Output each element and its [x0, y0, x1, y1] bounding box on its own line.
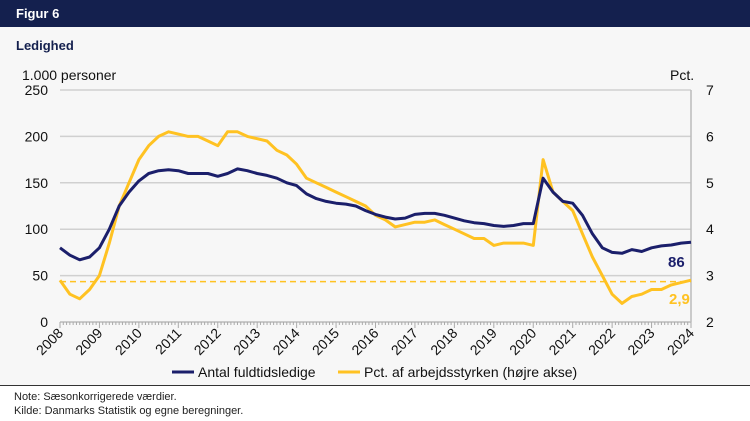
x-tick-label: 2022 — [585, 325, 618, 358]
y2-tick-label: 7 — [706, 82, 714, 98]
end-label-count: 86 — [668, 254, 685, 271]
legend-label-pct: Pct. af arbejdsstyrken (højre akse) — [364, 364, 577, 380]
y2-tick-label: 4 — [706, 221, 714, 237]
end-label-pct: 2,9 — [669, 291, 690, 308]
x-tick-label: 2013 — [230, 325, 263, 358]
y2-tick-label: 2 — [706, 314, 714, 330]
y-axis-label: 1.000 personer — [22, 67, 117, 83]
y2-axis-label: Pct. — [670, 67, 694, 83]
x-tick-label: 2016 — [348, 325, 381, 358]
y-tick-label: 100 — [25, 221, 49, 237]
y-tick-label: 150 — [25, 175, 49, 191]
source-text: Kilde: Danmarks Statistik og egne beregn… — [14, 405, 244, 417]
x-tick-label: 2021 — [545, 325, 578, 358]
x-tick-label: 2018 — [427, 325, 460, 358]
x-tick-label: 2024 — [664, 325, 697, 358]
note-text: Note: Sæsonkorrigerede værdier. — [14, 391, 177, 403]
series-line-pct — [58, 130, 692, 305]
x-tick-label: 2012 — [191, 325, 224, 358]
y-tick-label: 50 — [32, 268, 48, 284]
x-tick-label: 2019 — [467, 325, 500, 358]
x-tick-label: 2011 — [152, 325, 185, 358]
x-tick-label: 2017 — [388, 325, 421, 358]
x-tick-label: 2014 — [269, 325, 302, 358]
x-tick-label: 2009 — [72, 325, 105, 358]
x-tick-label: 2010 — [112, 325, 145, 358]
x-tick-label: 2020 — [506, 325, 539, 358]
y2-tick-label: 3 — [706, 268, 714, 284]
legend-label-count: Antal fuldtidsledige — [198, 364, 316, 380]
y-tick-label: 0 — [40, 314, 48, 330]
y-tick-label: 200 — [25, 128, 49, 144]
figure-header: Figur 6 — [0, 0, 750, 27]
figure-number: Figur 6 — [16, 6, 60, 21]
y2-tick-label: 5 — [706, 175, 714, 191]
chart-title: Ledighed — [16, 38, 74, 53]
x-tick-label: 2015 — [309, 325, 342, 358]
y-tick-label: 250 — [25, 82, 49, 98]
y2-tick-label: 6 — [706, 128, 714, 144]
x-tick-label: 2023 — [624, 325, 657, 358]
series-line-count — [59, 167, 692, 262]
x-tick-label: 2008 — [33, 325, 66, 358]
